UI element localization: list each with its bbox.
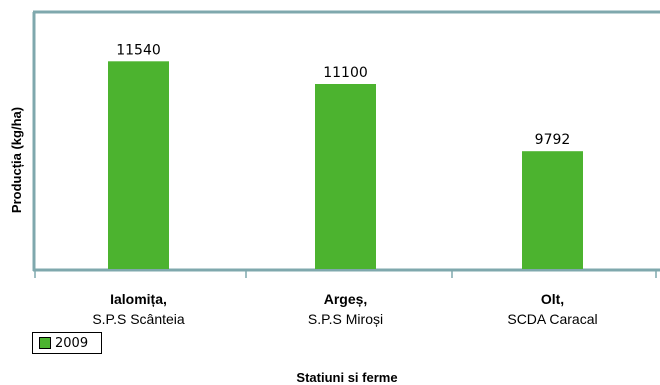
data-label-2: 9792	[535, 132, 571, 148]
data-label-1: 11100	[323, 65, 368, 81]
category-station-label-2: SCDA Caracal	[507, 311, 597, 327]
category-station-label-0: S.P.S Scânteia	[92, 311, 185, 327]
x-axis-title: Statiuni si ferme	[296, 370, 397, 385]
bars-group	[108, 61, 583, 269]
bar-0	[108, 61, 169, 269]
category-station-label-1: S.P.S Miroși	[308, 311, 383, 327]
category-labels-group: Ialomița, S.P.S Scânteia Argeș, S.P.S Miroș…	[92, 291, 597, 327]
data-labels-group: 11540 11100 9792	[116, 42, 570, 148]
y-axis-title: Producția (kg/ha)	[9, 107, 24, 213]
bar-2	[522, 151, 583, 269]
category-region-label-0: Ialomița,	[110, 291, 167, 307]
category-region-label-1: Argeș,	[324, 291, 368, 307]
bar-1	[315, 84, 376, 269]
legend-swatch	[39, 337, 51, 349]
data-label-0: 11540	[116, 42, 161, 58]
legend: 2009	[32, 332, 102, 354]
legend-label: 2009	[55, 335, 89, 351]
category-region-label-2: Olt,	[541, 291, 564, 307]
